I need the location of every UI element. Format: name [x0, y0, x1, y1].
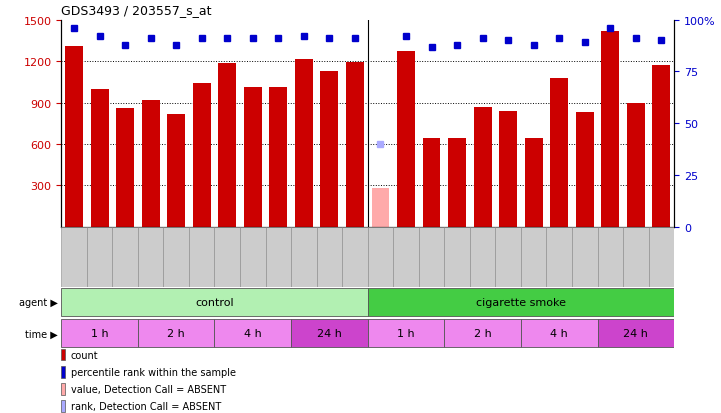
- Bar: [116, 109, 134, 227]
- Text: 1 h: 1 h: [91, 328, 108, 339]
- Bar: [291, 227, 317, 287]
- Text: value, Detection Call = ABSENT: value, Detection Call = ABSENT: [71, 385, 226, 394]
- Text: 1 h: 1 h: [397, 328, 415, 339]
- Text: 24 h: 24 h: [624, 328, 648, 339]
- Bar: [521, 227, 547, 287]
- Bar: [419, 227, 444, 287]
- Text: time ▶: time ▶: [25, 328, 58, 339]
- Text: rank, Detection Call = ABSENT: rank, Detection Call = ABSENT: [71, 401, 221, 411]
- Bar: [601, 32, 619, 227]
- Bar: [448, 139, 466, 227]
- Text: percentile rank within the sample: percentile rank within the sample: [71, 367, 236, 377]
- Bar: [295, 60, 313, 227]
- Bar: [444, 320, 521, 347]
- Bar: [444, 227, 470, 287]
- Text: agent ▶: agent ▶: [19, 297, 58, 308]
- Bar: [142, 100, 159, 227]
- Bar: [91, 90, 109, 227]
- Bar: [317, 227, 342, 287]
- Bar: [368, 289, 674, 316]
- Text: count: count: [71, 350, 99, 360]
- Bar: [470, 227, 495, 287]
- Bar: [240, 227, 265, 287]
- Bar: [499, 112, 517, 227]
- Bar: [598, 320, 674, 347]
- Bar: [346, 63, 364, 227]
- Bar: [270, 88, 287, 227]
- Bar: [368, 227, 393, 287]
- Bar: [572, 227, 598, 287]
- Bar: [649, 227, 674, 287]
- Bar: [61, 289, 368, 316]
- Text: 4 h: 4 h: [550, 328, 568, 339]
- Bar: [138, 320, 215, 347]
- Bar: [218, 64, 236, 227]
- Bar: [193, 84, 211, 227]
- Bar: [474, 107, 492, 227]
- Bar: [320, 71, 338, 227]
- Bar: [215, 227, 240, 287]
- Bar: [189, 227, 215, 287]
- Bar: [61, 366, 65, 378]
- Bar: [576, 113, 593, 227]
- Bar: [627, 103, 645, 227]
- Bar: [215, 320, 291, 347]
- Bar: [291, 320, 368, 347]
- Bar: [525, 139, 543, 227]
- Bar: [87, 227, 112, 287]
- Bar: [65, 47, 83, 227]
- Bar: [371, 189, 389, 227]
- Bar: [397, 52, 415, 227]
- Bar: [393, 227, 419, 287]
- Bar: [167, 114, 185, 227]
- Text: 2 h: 2 h: [474, 328, 492, 339]
- Text: 4 h: 4 h: [244, 328, 262, 339]
- Bar: [342, 227, 368, 287]
- Bar: [623, 227, 649, 287]
- Bar: [61, 320, 138, 347]
- Bar: [244, 88, 262, 227]
- Bar: [368, 320, 444, 347]
- Bar: [598, 227, 623, 287]
- Bar: [521, 320, 598, 347]
- Bar: [61, 384, 65, 395]
- Text: GDS3493 / 203557_s_at: GDS3493 / 203557_s_at: [61, 4, 212, 17]
- Bar: [653, 66, 671, 227]
- Bar: [61, 349, 65, 361]
- Text: 24 h: 24 h: [317, 328, 342, 339]
- Bar: [550, 78, 568, 227]
- Text: 2 h: 2 h: [167, 328, 185, 339]
- Bar: [61, 400, 65, 412]
- Bar: [547, 227, 572, 287]
- Bar: [138, 227, 164, 287]
- Bar: [112, 227, 138, 287]
- Bar: [423, 139, 441, 227]
- Text: control: control: [195, 297, 234, 308]
- Bar: [495, 227, 521, 287]
- Bar: [61, 227, 87, 287]
- Text: cigarette smoke: cigarette smoke: [476, 297, 566, 308]
- Bar: [164, 227, 189, 287]
- Bar: [265, 227, 291, 287]
